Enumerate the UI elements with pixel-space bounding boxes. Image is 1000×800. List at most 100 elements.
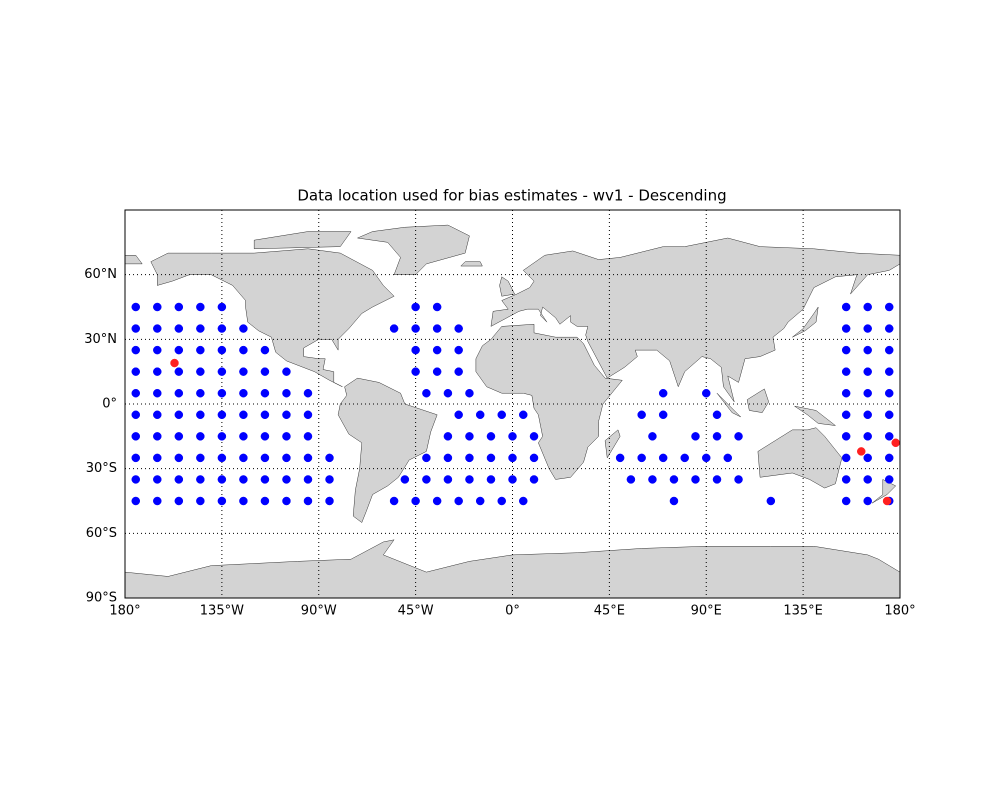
data-point — [680, 453, 689, 463]
data-point — [884, 324, 894, 333]
x-tick-label: 0° — [505, 604, 520, 619]
data-point — [131, 475, 141, 484]
data-point — [841, 367, 851, 376]
data-point — [432, 496, 442, 506]
data-point — [131, 410, 141, 420]
africa — [476, 324, 622, 479]
data-point — [174, 302, 184, 312]
data-point — [863, 410, 872, 420]
data-point — [529, 475, 539, 484]
data-point — [432, 345, 442, 355]
data-point — [400, 475, 410, 484]
data-point — [196, 475, 205, 484]
data-point — [465, 388, 474, 398]
data-point — [325, 453, 334, 463]
data-point — [712, 475, 722, 484]
data-point — [260, 432, 270, 441]
map-frame — [124, 209, 901, 599]
data-point — [443, 388, 453, 398]
data-point — [508, 432, 517, 441]
data-point — [174, 453, 184, 463]
data-point — [841, 302, 851, 312]
data-point — [508, 475, 517, 484]
data-point — [153, 496, 162, 506]
data-point — [131, 367, 141, 376]
x-tick-label: 180° — [109, 604, 140, 619]
data-point — [486, 432, 496, 441]
data-point — [239, 496, 248, 506]
data-point — [153, 475, 162, 484]
data-point — [196, 388, 205, 398]
data-point — [153, 367, 162, 376]
data-point — [863, 388, 872, 398]
data-point — [519, 496, 528, 506]
data-point — [454, 496, 463, 506]
y-tick-label: 0° — [102, 397, 117, 412]
data-point — [282, 475, 291, 484]
data-point — [702, 453, 711, 463]
data-point — [217, 324, 227, 333]
data-point — [669, 475, 679, 484]
data-point — [303, 496, 313, 506]
data-point — [702, 388, 711, 398]
data-point — [497, 496, 506, 506]
data-point — [239, 410, 248, 420]
data-point — [325, 496, 334, 506]
data-point — [529, 453, 539, 463]
data-point — [282, 496, 291, 506]
data-point — [884, 302, 894, 312]
data-point — [863, 367, 872, 376]
data-point — [465, 432, 474, 441]
data-point — [260, 496, 270, 506]
data-point — [454, 367, 463, 376]
data-point — [432, 367, 442, 376]
data-point — [884, 410, 894, 420]
data-point — [486, 453, 496, 463]
data-point — [196, 496, 205, 506]
data-point — [282, 367, 291, 376]
data-point — [260, 345, 270, 355]
data-point — [486, 475, 496, 484]
data-point — [217, 302, 227, 312]
data-point — [303, 410, 313, 420]
data-point — [841, 475, 851, 484]
data-point — [217, 367, 227, 376]
data-point — [239, 432, 248, 441]
data-point — [658, 410, 668, 420]
data-point — [475, 496, 485, 506]
data-point — [884, 475, 894, 484]
data-point — [691, 432, 700, 441]
data-point — [884, 367, 894, 376]
data-point — [217, 475, 227, 484]
eurasia — [491, 238, 900, 402]
data-point — [196, 345, 205, 355]
data-point — [196, 453, 205, 463]
data-point — [734, 432, 743, 441]
data-point — [174, 324, 184, 333]
y-tick-label: 60°N — [84, 267, 117, 282]
data-point — [712, 410, 722, 420]
data-point — [734, 475, 743, 484]
chukotka — [125, 255, 142, 264]
data-point — [648, 475, 657, 484]
data-point — [841, 496, 851, 506]
data-point — [217, 345, 227, 355]
data-point — [637, 453, 646, 463]
data-point — [465, 453, 474, 463]
data-point — [131, 324, 141, 333]
data-point — [882, 496, 892, 506]
data-point — [411, 302, 420, 312]
data-point — [884, 453, 894, 463]
data-point — [497, 410, 506, 420]
data-point — [891, 438, 900, 448]
data-point — [454, 345, 463, 355]
data-point — [841, 324, 851, 333]
data-point — [658, 388, 668, 398]
data-point — [174, 388, 184, 398]
data-point — [712, 432, 722, 441]
data-point — [153, 432, 162, 441]
x-tick-label: 45°E — [594, 604, 625, 619]
data-point — [648, 432, 657, 441]
data-point — [422, 388, 431, 398]
